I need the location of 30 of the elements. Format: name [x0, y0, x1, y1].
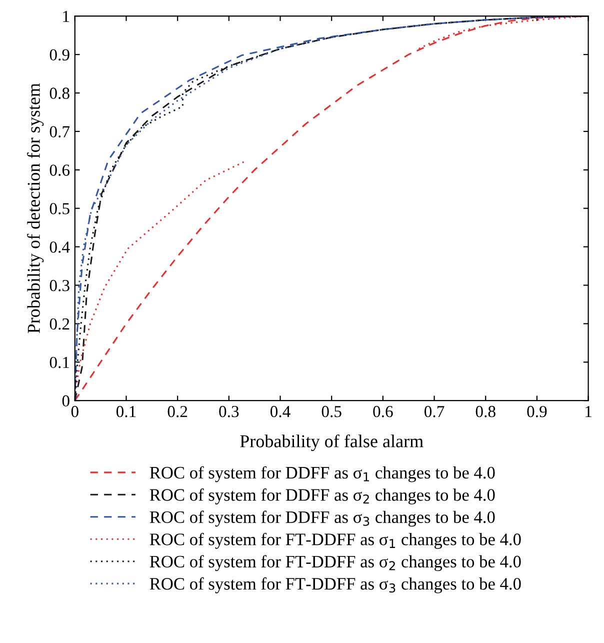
x-tick-label: 0.9	[527, 406, 547, 418]
legend-label: ROC of system for FT-DDFF as σ$_{2}$ changes to be 4.0	[150, 555, 521, 572]
y-tick-label: 0.8	[50, 88, 70, 99]
y-tick-label: 0.3	[50, 280, 70, 292]
legend-label: ROC of system for DDFF as σ$_{2}$ changes to be 4.0	[150, 488, 495, 504]
y-tick-label: 0.4	[50, 241, 70, 253]
y-axis-title: Probability of detection for system	[27, 83, 44, 334]
x-tick-label: 0.6	[373, 406, 393, 418]
x-tick-label: 0	[71, 406, 78, 418]
x-tick-label: 0.8	[476, 406, 496, 418]
x-tick-label: 0.1	[116, 406, 136, 418]
legend-label: ROC of system for FT-DDFF as σ$_{1}$ changes to be 4.0	[150, 532, 521, 549]
y-tick-label: 0	[62, 395, 70, 407]
legend-label: ROC of system for DDFF as σ$_{1}$ changes to be 4.0	[150, 466, 495, 482]
x-axis-title: Probability of false alarm	[240, 434, 424, 452]
y-tick-label: 0.7	[50, 126, 70, 138]
y-tick-label: 0.9	[50, 49, 70, 61]
legend-label: ROC of system for DDFF as σ$_{3}$ changes to be 4.0	[150, 510, 495, 527]
y-tick-label: 0.1	[50, 356, 70, 368]
legend-label: ROC of system for FT-DDFF as σ$_{3}$ changes to be 4.0	[150, 577, 521, 594]
y-tick-label: 1	[63, 10, 70, 22]
y-tick-label: 0.5	[50, 203, 70, 214]
x-tick-label: 0.2	[168, 406, 188, 418]
y-tick-label: 0.6	[50, 164, 70, 176]
x-tick-label: 0.4	[270, 406, 290, 418]
x-tick-label: 0.7	[424, 406, 444, 418]
y-tick-label: 0.2	[50, 318, 70, 330]
x-tick-label: 0.5	[322, 406, 342, 418]
x-tick-label: 0.3	[219, 406, 239, 418]
x-tick-label: 1	[586, 406, 592, 418]
